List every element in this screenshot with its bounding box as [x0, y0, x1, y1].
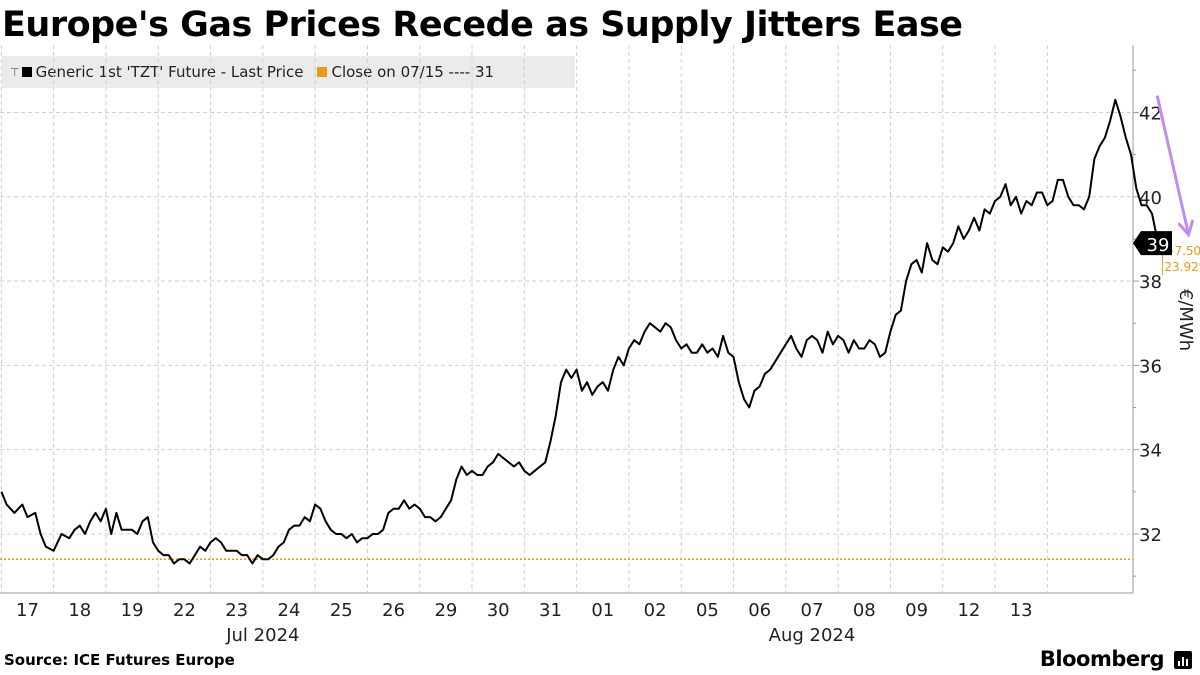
x-tick-label: 30	[487, 600, 510, 621]
x-tick-label: 13	[1010, 600, 1033, 621]
price-series-line	[0, 98, 1164, 565]
x-tick-label: 05	[696, 600, 719, 621]
chart-title: Europe's Gas Prices Recede as Supply Jit…	[2, 5, 963, 45]
x-tick-label: 08	[853, 600, 876, 621]
legend-entry-last-price[interactable]: ⊤ Generic 1st 'TZT' Future - Last Price	[10, 63, 303, 81]
y-tick-label: 32	[1139, 525, 1162, 546]
bloomberg-chart-icon	[1174, 651, 1192, 669]
gridlines	[0, 45, 1133, 593]
last-value-label: 39	[1147, 235, 1170, 256]
source-note: Source: ICE Futures Europe	[4, 651, 235, 669]
x-month-label: Aug 2024	[769, 625, 856, 646]
x-tick-label: 01	[591, 600, 614, 621]
legend-swatch-orange	[317, 67, 328, 77]
x-tick-label: 25	[330, 600, 353, 621]
x-month-label: Jul 2024	[225, 625, 299, 646]
x-tick-label: 18	[68, 600, 91, 621]
y-tick-label: 42	[1139, 103, 1162, 124]
x-tick-label: 29	[434, 600, 457, 621]
x-tick-label: 02	[644, 600, 667, 621]
legend-label-last-price: Generic 1st 'TZT' Future - Last Price	[35, 63, 304, 81]
x-tick-label: 06	[748, 600, 771, 621]
y-tick-label: 36	[1139, 356, 1162, 377]
x-tick-label: 09	[905, 600, 928, 621]
x-tick-label: 31	[539, 600, 562, 621]
x-tick-label: 12	[957, 600, 980, 621]
y-tick-label: 40	[1139, 188, 1162, 209]
trend-arrow-head	[1177, 219, 1194, 238]
legend-swatch-black	[21, 67, 32, 77]
pin-icon: ⊤	[10, 65, 20, 79]
y-tick-label: 38	[1139, 272, 1162, 293]
x-tick-label: 24	[278, 600, 301, 621]
y-axis-label: €/MWh	[1175, 289, 1196, 351]
change-value-label: +7.50	[1164, 244, 1200, 258]
legend-label-close: Close on 07/15 ---- 31	[331, 63, 495, 81]
legend-entry-close[interactable]: Close on 07/15 ---- 31	[317, 63, 494, 81]
x-tick-label: 23	[225, 600, 248, 621]
x-tick-label: 19	[121, 600, 144, 621]
y-tick-label: 34	[1139, 441, 1162, 462]
x-tick-label: 07	[801, 600, 824, 621]
legend: ⊤ Generic 1st 'TZT' Future - Last Price …	[2, 56, 575, 88]
trend-arrow-shaft	[1155, 95, 1191, 236]
brand-logo: Bloomberg	[1039, 647, 1165, 671]
x-tick-label: 17	[16, 600, 39, 621]
x-tick-label: 26	[382, 600, 405, 621]
change-percent-label: 23.92%	[1164, 260, 1200, 274]
x-tick-label: 22	[173, 600, 196, 621]
last-value-tag	[1133, 231, 1172, 256]
